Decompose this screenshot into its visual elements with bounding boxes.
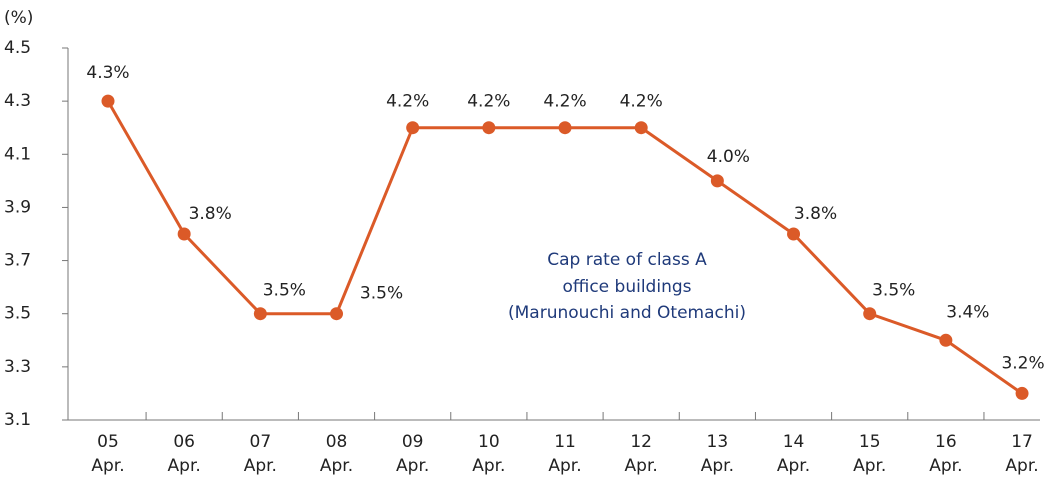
y-tick-label: 3.5 (4, 304, 31, 324)
x-tick-label: Apr. (1005, 456, 1038, 476)
value-label: 3.8% (794, 204, 837, 224)
x-tick-label: Apr. (472, 456, 505, 476)
x-tick-label: Apr. (168, 456, 201, 476)
y-tick-label: 3.7 (4, 251, 31, 271)
annotation: office buildings (563, 277, 692, 297)
x-tick-label: Apr. (625, 456, 658, 476)
point (101, 94, 115, 108)
value-label: 4.0% (707, 147, 750, 167)
y-axis-label: (%) (4, 8, 33, 28)
y-tick-label: 4.5 (4, 38, 31, 58)
x-tick-label: 14 (783, 432, 805, 452)
x-tick-label: Apr. (777, 456, 810, 476)
value-label: 3.8% (189, 204, 232, 224)
y-tick-label: 4.3 (4, 91, 31, 111)
x-tick-label: 06 (173, 432, 195, 452)
x-tick-label: 10 (478, 432, 500, 452)
point (177, 227, 191, 241)
value-label: 4.3% (86, 63, 129, 83)
point (710, 174, 724, 188)
value-label: 3.5% (263, 281, 306, 301)
x-tick-label: 05 (97, 432, 119, 452)
y-tick-label: 3.1 (4, 410, 31, 430)
x-tick-label: Apr. (320, 456, 353, 476)
annotation: Cap rate of class A (547, 250, 707, 270)
value-label: 3.5% (360, 284, 403, 304)
x-tick-label: 09 (402, 432, 424, 452)
x-tick-label: Apr. (548, 456, 581, 476)
x-tick-label: Apr. (396, 456, 429, 476)
value-label: 4.2% (620, 92, 663, 112)
point (253, 307, 267, 321)
value-label: 3.5% (872, 281, 915, 301)
value-label: 3.4% (946, 302, 989, 322)
x-tick-label: 12 (630, 432, 652, 452)
x-tick-label: 15 (859, 432, 881, 452)
x-tick-label: 16 (935, 432, 957, 452)
value-label: 4.2% (543, 92, 586, 112)
point (482, 121, 496, 135)
y-tick-label: 3.3 (4, 357, 31, 377)
point (406, 121, 420, 135)
value-label: 4.2% (386, 92, 429, 112)
x-tick-label: 08 (326, 432, 348, 452)
value-label: 3.2% (1001, 353, 1044, 373)
point (863, 307, 877, 321)
line (106, 100, 1023, 395)
point (330, 307, 344, 321)
point (939, 333, 953, 347)
x-tick-label: Apr. (244, 456, 277, 476)
point (558, 121, 572, 135)
x-tick-label: 07 (250, 432, 272, 452)
x-tick-label: Apr. (91, 456, 124, 476)
x-tick-label: Apr. (929, 456, 962, 476)
x-tick-label: Apr. (853, 456, 886, 476)
annotation: (Marunouchi and Otemachi) (508, 303, 746, 323)
y-tick-label: 4.1 (4, 144, 31, 164)
value-label: 4.2% (467, 92, 510, 112)
y-tick-label: 3.9 (4, 197, 31, 217)
x-tick-label: 13 (707, 432, 729, 452)
point (1015, 386, 1029, 400)
x-tick-label: 11 (554, 432, 576, 452)
point (787, 227, 801, 241)
point (634, 121, 648, 135)
x-tick-label: 17 (1011, 432, 1033, 452)
x-tick-label: Apr. (701, 456, 734, 476)
